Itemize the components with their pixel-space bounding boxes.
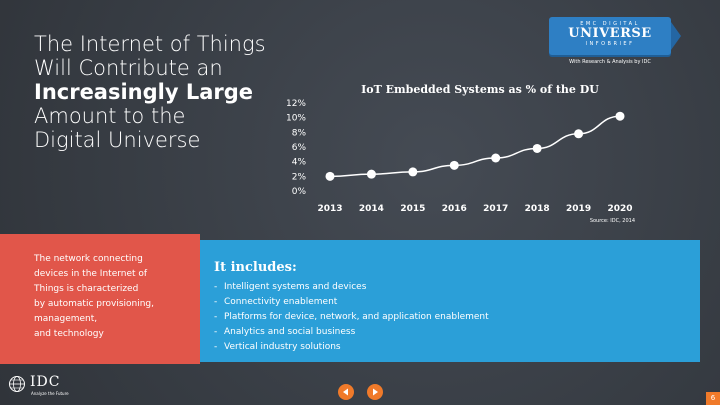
data-point xyxy=(491,153,501,163)
description-line: devices in the Internet of xyxy=(34,269,148,279)
data-point xyxy=(615,111,625,121)
page-number: 6 xyxy=(706,392,720,405)
y-tick-label: 2% xyxy=(292,172,307,182)
list-item: - Intelligent systems and devices xyxy=(214,280,489,295)
y-tick-label: 6% xyxy=(292,143,307,153)
idc-globe-icon xyxy=(9,376,25,392)
dash-bullet-icon: - xyxy=(214,282,218,292)
list-item: - Platforms for device, network, and appl… xyxy=(214,310,489,325)
y-tick-label: 4% xyxy=(292,158,307,168)
emc-digital-universe-badge: EMC DIGITAL UNIVERSE INFOBRIEF xyxy=(549,17,671,55)
list-item-text: Intelligent systems and devices xyxy=(224,282,367,292)
x-tick-label: 2013 xyxy=(317,204,342,214)
list-item-text: Connectivity enablement xyxy=(224,297,338,307)
includes-list: - Intelligent systems and devices - Connec… xyxy=(214,280,489,355)
list-item: - Connectivity enablement xyxy=(214,295,489,310)
title-line-4: Amount to the xyxy=(34,104,186,128)
title-line-3: Increasingly Large xyxy=(34,80,254,104)
data-point xyxy=(325,171,335,181)
list-item-text: Analytics and social business xyxy=(224,327,356,337)
description-line: management, xyxy=(34,314,98,324)
data-point xyxy=(574,129,584,139)
y-tick-label: 8% xyxy=(292,128,307,138)
next-slide-button[interactable] xyxy=(367,384,383,400)
chevron-left-icon xyxy=(343,388,348,396)
list-item-text: Platforms for device, network, and appli… xyxy=(224,312,489,322)
description-line: Things is characterized xyxy=(34,284,139,294)
x-tick-label: 2015 xyxy=(400,204,425,214)
y-axis-ticks: 0% 2% 4% 6% 8% 10% 12% xyxy=(286,99,306,197)
network-description-box: The network connecting devices in the In… xyxy=(0,234,200,364)
chart-title: IoT Embedded Systems as % of the DU xyxy=(361,83,599,96)
data-points xyxy=(325,111,625,181)
idc-tagline: Analyze the Future xyxy=(31,391,69,396)
series-line xyxy=(329,115,621,178)
dash-bullet-icon: - xyxy=(214,312,218,322)
includes-heading: It includes: xyxy=(214,260,297,275)
chevron-right-icon xyxy=(373,388,378,396)
slide-title: The Internet of Things Will Contribute a… xyxy=(34,32,304,152)
x-tick-label: 2016 xyxy=(442,204,467,214)
title-line-1: The Internet of Things xyxy=(34,32,266,56)
y-tick-label: 10% xyxy=(286,114,306,124)
data-point xyxy=(408,167,418,177)
y-tick-label: 12% xyxy=(286,99,306,109)
data-point xyxy=(449,160,459,170)
x-tick-label: 2017 xyxy=(483,204,508,214)
x-tick-label: 2019 xyxy=(566,204,591,214)
x-axis-ticks: 2013 2014 2015 2016 2017 2018 2019 2020 xyxy=(317,204,632,214)
list-item-text: Vertical industry solutions xyxy=(224,342,341,352)
list-item: - Analytics and social business xyxy=(214,325,489,340)
network-description-text: The network connecting devices in the In… xyxy=(34,252,194,342)
y-tick-label: 0% xyxy=(292,187,307,197)
iot-line-chart: IoT Embedded Systems as % of the DU 0% 2%… xyxy=(286,83,635,224)
badge-subtitle: With Research & Analysis by IDC xyxy=(569,59,651,65)
x-tick-label: 2020 xyxy=(607,204,632,214)
badge-bottom-text: INFOBRIEF xyxy=(585,41,635,47)
data-point xyxy=(532,143,542,153)
list-item: - Vertical industry solutions xyxy=(214,340,489,355)
title-line-5: Digital Universe xyxy=(34,128,201,152)
badge-ribbon-icon xyxy=(671,22,681,50)
description-line: and technology xyxy=(34,329,104,339)
chart-source: Source: IDC, 2014 xyxy=(590,218,635,224)
includes-box: It includes: - Intelligent systems and de… xyxy=(200,240,700,362)
description-line: by automatic provisioning, xyxy=(34,299,155,309)
title-line-2: Will Contribute an xyxy=(34,56,223,80)
dash-bullet-icon: - xyxy=(214,342,218,352)
data-point xyxy=(366,169,376,179)
previous-slide-button[interactable] xyxy=(338,384,354,400)
badge-main-text: UNIVERSE xyxy=(568,26,652,41)
dash-bullet-icon: - xyxy=(214,327,218,337)
idc-logo-text: IDC xyxy=(30,374,61,390)
x-tick-label: 2014 xyxy=(359,204,384,214)
dash-bullet-icon: - xyxy=(214,297,218,307)
description-line: The network connecting xyxy=(34,254,143,264)
x-tick-label: 2018 xyxy=(525,204,550,214)
badge-top-text: EMC DIGITAL xyxy=(580,21,640,27)
